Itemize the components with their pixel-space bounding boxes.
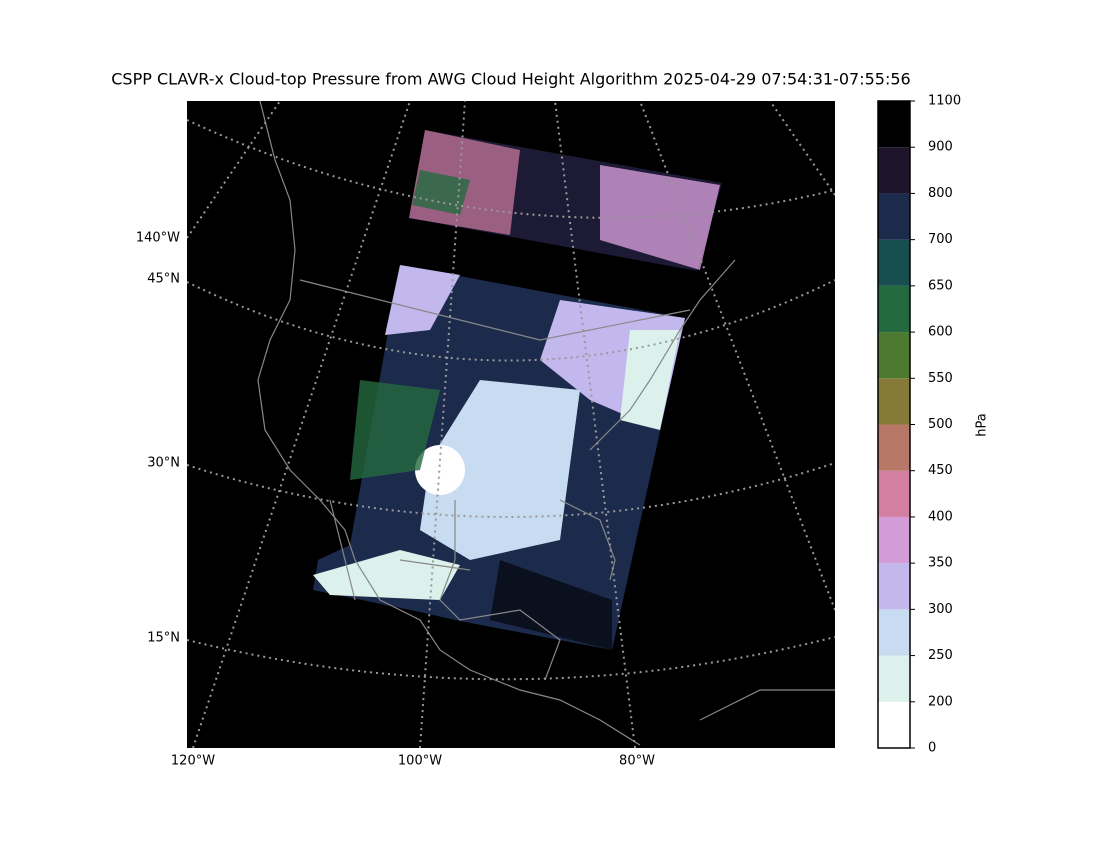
cloud-patch (385, 265, 460, 335)
colorbar-tick-label: 700 (928, 232, 953, 247)
colorbar-segment (878, 563, 910, 610)
title: CSPP CLAVR-x Cloud-top Pressure from AWG… (111, 70, 910, 89)
colorbar-segment (878, 470, 910, 517)
colorbar-tick-label: 1100 (928, 94, 961, 109)
colorbar-segment (878, 378, 910, 425)
cloud-patch (412, 170, 470, 215)
meridians (187, 101, 835, 748)
colorbar-tick-label: 300 (928, 602, 953, 617)
colorbar-tick-label: 350 (928, 556, 953, 571)
colorbar-tick-label: 550 (928, 371, 953, 386)
colorbar-segment (878, 609, 910, 656)
colorbar-segment (878, 332, 910, 379)
cloud-patch (350, 380, 440, 480)
cloud-patch (415, 445, 465, 495)
lat-label: 45°N (147, 272, 180, 287)
colorbar-tick-label: 400 (928, 509, 953, 524)
lon-label: 100°W (398, 754, 442, 769)
colorbar-tick-label: 500 (928, 417, 953, 432)
colorbar-segment (878, 285, 910, 333)
colorbar-tick-label: 900 (928, 140, 953, 155)
colorbar-tick-label: 800 (928, 186, 953, 201)
lon-label: 120°W (171, 754, 215, 769)
colorbar-segment (878, 516, 910, 564)
lat-label: 15°N (147, 631, 180, 646)
colorbar-tick-label: 450 (928, 463, 953, 478)
colorbar-tick-label: 250 (928, 648, 953, 663)
colorbar-tick-label: 650 (928, 278, 953, 293)
colorbar-label: hPa (975, 413, 990, 436)
cloud-patch (490, 560, 612, 650)
colorbar-segment (878, 701, 910, 748)
cloud-patch (600, 165, 720, 270)
colorbar-segment (878, 655, 910, 702)
colorbar-tick-label: 200 (928, 694, 953, 709)
colorbar-tick-label: 0 (928, 741, 936, 756)
colorbar-segment (878, 147, 910, 194)
colorbar-segment (878, 424, 910, 471)
parallels (187, 119, 835, 681)
cloud-patch (313, 550, 460, 600)
colorbar-segment (878, 193, 910, 240)
colorbar: 0 200 250 300 350 400 450 500 550 600 650 700 800 900… (877, 94, 961, 756)
coastline (257, 101, 835, 746)
colorbar-segment (878, 239, 910, 286)
lon-label: 140°W (136, 231, 180, 246)
colorbar-segment (878, 101, 910, 148)
lon-label: 80°W (619, 754, 655, 769)
map-content (187, 101, 835, 748)
cloud-patch (420, 380, 580, 560)
lat-label: 30°N (147, 456, 180, 471)
colorbar-tick-label: 600 (928, 325, 953, 340)
